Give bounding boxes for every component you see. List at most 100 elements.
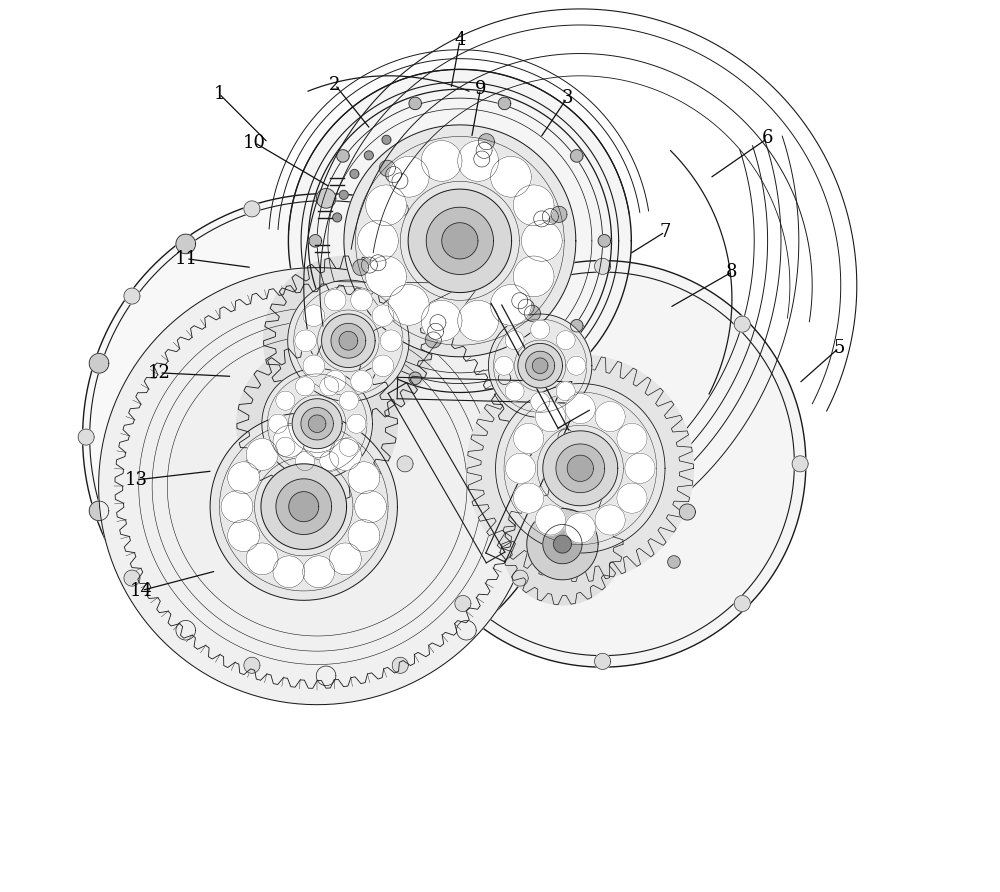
Text: 2: 2 <box>329 76 341 94</box>
Polygon shape <box>264 256 433 425</box>
Polygon shape <box>565 513 595 543</box>
Polygon shape <box>679 504 695 520</box>
Polygon shape <box>543 501 563 521</box>
Polygon shape <box>83 194 570 681</box>
Polygon shape <box>353 260 369 276</box>
Text: 4: 4 <box>454 31 466 49</box>
Polygon shape <box>237 343 397 504</box>
Polygon shape <box>303 355 325 376</box>
Polygon shape <box>556 382 575 401</box>
Polygon shape <box>351 370 372 392</box>
Polygon shape <box>426 207 493 275</box>
Polygon shape <box>531 320 550 339</box>
Polygon shape <box>792 456 808 472</box>
Polygon shape <box>505 382 524 401</box>
Polygon shape <box>617 483 647 513</box>
Polygon shape <box>488 314 592 417</box>
Polygon shape <box>524 305 540 321</box>
Polygon shape <box>316 666 336 686</box>
Polygon shape <box>355 491 386 523</box>
Polygon shape <box>535 505 566 535</box>
Polygon shape <box>428 323 444 339</box>
Polygon shape <box>514 424 544 453</box>
Text: 12: 12 <box>148 364 171 382</box>
Polygon shape <box>288 280 409 401</box>
Polygon shape <box>505 331 524 350</box>
Polygon shape <box>289 491 319 522</box>
Polygon shape <box>565 393 595 424</box>
Polygon shape <box>350 169 359 178</box>
Polygon shape <box>303 305 325 326</box>
Polygon shape <box>518 343 562 388</box>
Polygon shape <box>347 414 366 434</box>
Polygon shape <box>388 156 429 197</box>
Polygon shape <box>543 431 618 506</box>
Polygon shape <box>598 235 611 247</box>
Polygon shape <box>329 439 361 470</box>
Polygon shape <box>295 376 315 396</box>
Polygon shape <box>228 462 260 493</box>
Polygon shape <box>366 185 406 226</box>
Polygon shape <box>571 319 583 332</box>
Polygon shape <box>595 653 611 669</box>
Polygon shape <box>339 332 358 350</box>
Polygon shape <box>455 596 471 612</box>
Polygon shape <box>526 351 555 380</box>
Polygon shape <box>358 220 398 261</box>
Polygon shape <box>409 97 421 110</box>
Polygon shape <box>364 151 373 160</box>
Polygon shape <box>491 285 531 326</box>
Polygon shape <box>276 391 295 410</box>
Polygon shape <box>320 376 339 396</box>
Polygon shape <box>372 355 394 376</box>
Text: 10: 10 <box>243 134 266 152</box>
Polygon shape <box>388 285 429 326</box>
Polygon shape <box>617 424 647 453</box>
Polygon shape <box>89 501 109 521</box>
Polygon shape <box>498 372 511 384</box>
Polygon shape <box>331 324 366 358</box>
Polygon shape <box>421 141 462 181</box>
Polygon shape <box>535 401 566 432</box>
Polygon shape <box>292 399 342 449</box>
Polygon shape <box>554 535 571 553</box>
Polygon shape <box>303 556 335 588</box>
Polygon shape <box>89 353 109 373</box>
Polygon shape <box>491 156 531 197</box>
Polygon shape <box>595 259 611 275</box>
Polygon shape <box>558 429 574 445</box>
Polygon shape <box>512 288 528 304</box>
Polygon shape <box>543 353 563 373</box>
Polygon shape <box>571 150 583 162</box>
Polygon shape <box>513 256 554 297</box>
Polygon shape <box>556 444 605 492</box>
Polygon shape <box>124 288 140 304</box>
Polygon shape <box>261 464 347 549</box>
Polygon shape <box>380 330 402 351</box>
Polygon shape <box>320 451 339 471</box>
Polygon shape <box>348 520 380 551</box>
Polygon shape <box>514 483 544 513</box>
Text: 3: 3 <box>561 89 573 107</box>
Polygon shape <box>734 596 750 612</box>
Polygon shape <box>567 356 586 376</box>
Polygon shape <box>386 167 402 183</box>
Polygon shape <box>210 413 397 600</box>
Polygon shape <box>392 173 408 189</box>
Text: 13: 13 <box>125 471 148 489</box>
Polygon shape <box>237 343 397 504</box>
Polygon shape <box>329 543 361 574</box>
Polygon shape <box>399 260 806 667</box>
Polygon shape <box>344 125 576 357</box>
Polygon shape <box>337 319 349 332</box>
Polygon shape <box>244 201 260 217</box>
Polygon shape <box>513 185 554 226</box>
Polygon shape <box>308 415 326 433</box>
Polygon shape <box>467 355 694 582</box>
Polygon shape <box>543 524 582 564</box>
Polygon shape <box>467 355 694 582</box>
Polygon shape <box>246 543 278 574</box>
Polygon shape <box>351 289 372 311</box>
Polygon shape <box>521 220 562 261</box>
Polygon shape <box>295 451 315 471</box>
